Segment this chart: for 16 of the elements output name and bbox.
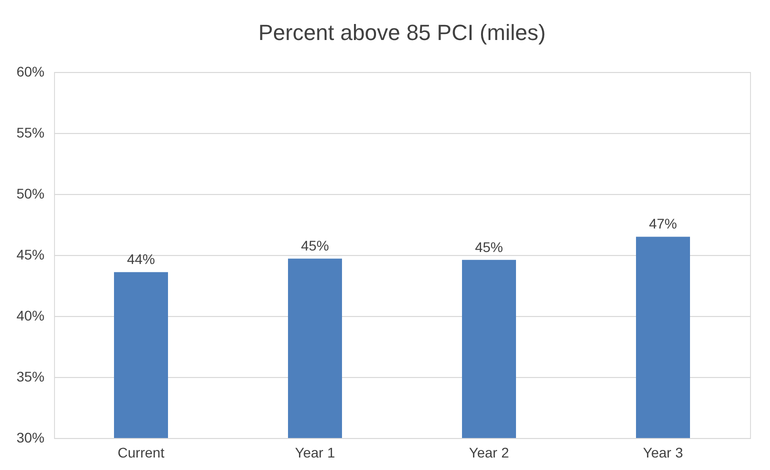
y-tick-label: 40% bbox=[16, 308, 44, 324]
x-tick-label: Current bbox=[118, 444, 164, 460]
y-tick-label: 55% bbox=[16, 124, 44, 140]
y-tick-label: 45% bbox=[16, 246, 44, 262]
x-tick-label: Year 2 bbox=[469, 444, 510, 460]
y-tick-label: 50% bbox=[16, 186, 44, 202]
x-tick-label: Year 1 bbox=[295, 444, 336, 460]
data-label: 45% bbox=[474, 238, 504, 255]
y-tick-label: 60% bbox=[16, 64, 44, 80]
y-tick-label: 30% bbox=[16, 430, 44, 446]
data-label: 45% bbox=[300, 238, 330, 254]
chart-title: Percent above 85 PCI (miles) bbox=[258, 20, 546, 45]
x-tick-label: Year 3 bbox=[643, 444, 684, 460]
y-tick-label: 35% bbox=[16, 368, 44, 384]
data-label: 44% bbox=[126, 251, 156, 268]
data-label: 47% bbox=[648, 216, 678, 232]
